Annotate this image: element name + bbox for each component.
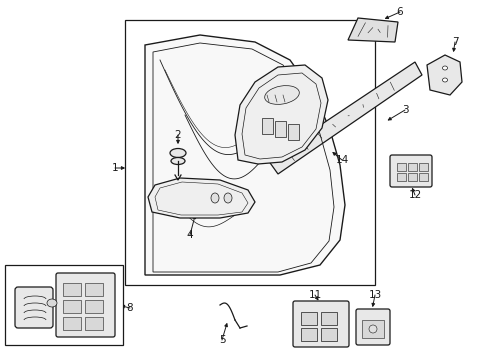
Bar [407,163,416,171]
Polygon shape [148,178,254,218]
Bar [396,163,405,171]
Ellipse shape [210,193,219,203]
Bar [407,173,416,181]
Ellipse shape [442,66,447,70]
Text: 12: 12 [407,190,421,200]
Text: 4: 4 [186,230,193,240]
Polygon shape [267,62,421,174]
Ellipse shape [368,325,376,333]
Text: 14: 14 [335,155,348,165]
Bar [418,173,427,181]
Ellipse shape [170,148,185,157]
Text: 8: 8 [126,303,133,313]
Ellipse shape [171,157,184,165]
Polygon shape [145,35,345,275]
Bar [125,20,374,285]
FancyBboxPatch shape [292,301,348,347]
Text: 10: 10 [63,271,77,281]
Bar [85,300,103,313]
Text: 1: 1 [111,163,118,173]
Bar [361,320,383,338]
Text: 5: 5 [218,335,225,345]
Ellipse shape [442,78,447,82]
Bar [5,265,123,345]
Bar [85,317,103,330]
Ellipse shape [47,299,57,307]
Text: 7: 7 [451,37,457,47]
FancyBboxPatch shape [389,155,431,187]
Bar [63,300,81,313]
Bar [274,121,285,137]
Text: 11: 11 [308,290,321,300]
Polygon shape [347,18,397,42]
Bar [262,118,272,134]
Bar [418,163,427,171]
FancyBboxPatch shape [355,309,389,345]
Bar [287,124,298,140]
Bar [63,317,81,330]
Polygon shape [235,65,327,164]
Text: 6: 6 [396,7,403,17]
Bar [301,328,316,341]
Ellipse shape [224,193,231,203]
Text: 13: 13 [367,290,381,300]
FancyBboxPatch shape [56,273,115,337]
Ellipse shape [264,86,299,104]
Bar [63,283,81,296]
Bar [320,328,336,341]
Text: 9: 9 [19,273,25,283]
Text: 3: 3 [401,105,407,115]
Polygon shape [426,55,461,95]
Bar [396,173,405,181]
FancyBboxPatch shape [15,287,53,328]
Text: 2: 2 [174,130,181,140]
Bar [85,283,103,296]
Bar [301,312,316,325]
Bar [320,312,336,325]
